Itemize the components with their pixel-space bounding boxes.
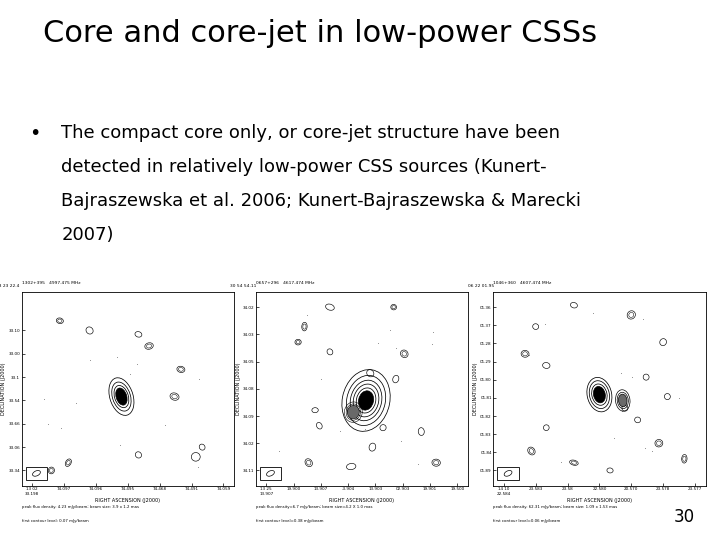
Y-axis label: DECLINATION (J2000): DECLINATION (J2000) bbox=[235, 362, 240, 415]
Point bbox=[427, 327, 438, 336]
Ellipse shape bbox=[359, 391, 374, 410]
Point bbox=[273, 447, 284, 456]
Text: Core and core-jet in low-power CSSs: Core and core-jet in low-power CSSs bbox=[43, 19, 598, 48]
Point bbox=[112, 353, 123, 362]
Point bbox=[616, 407, 628, 415]
Point bbox=[554, 458, 566, 467]
Point bbox=[55, 424, 67, 433]
Text: 2007): 2007) bbox=[61, 226, 114, 244]
Y-axis label: DECLINATION (J2000): DECLINATION (J2000) bbox=[473, 362, 478, 415]
Point bbox=[646, 447, 657, 456]
Point bbox=[159, 421, 171, 429]
FancyBboxPatch shape bbox=[498, 467, 518, 480]
Text: 1302+395   4997.475 MHz: 1302+395 4997.475 MHz bbox=[22, 281, 80, 285]
Point bbox=[124, 370, 135, 379]
Point bbox=[413, 460, 424, 469]
Ellipse shape bbox=[593, 387, 606, 403]
Point bbox=[395, 437, 407, 445]
Text: 0657+296   4617.474 MHz: 0657+296 4617.474 MHz bbox=[256, 281, 314, 285]
Point bbox=[114, 441, 126, 449]
Point bbox=[673, 394, 685, 402]
Point bbox=[42, 420, 53, 428]
Point bbox=[608, 434, 620, 443]
Point bbox=[131, 360, 143, 369]
Point bbox=[523, 351, 534, 360]
Ellipse shape bbox=[347, 406, 359, 419]
X-axis label: RIGHT ASCENSION (J2000): RIGHT ASCENSION (J2000) bbox=[95, 498, 161, 503]
Point bbox=[626, 373, 638, 381]
Text: peak flux density: 62.31 mJy/beam; beam size: 1.09 x 1.53 mas: peak flux density: 62.31 mJy/beam; beam … bbox=[493, 505, 618, 509]
Text: first contour level=0.06 mJy/beam: first contour level=0.06 mJy/beam bbox=[493, 519, 561, 523]
Text: The compact core only, or core-jet structure have been: The compact core only, or core-jet struc… bbox=[61, 124, 560, 142]
Point bbox=[426, 340, 438, 348]
Point bbox=[390, 343, 402, 352]
Text: 1046+360   4607.474 MHz: 1046+360 4607.474 MHz bbox=[493, 281, 552, 285]
Text: first contour level=0.38 mJy/beam: first contour level=0.38 mJy/beam bbox=[256, 519, 323, 523]
Point bbox=[38, 394, 50, 403]
Point bbox=[302, 311, 313, 320]
Point bbox=[639, 444, 650, 453]
FancyBboxPatch shape bbox=[260, 467, 281, 480]
Text: detected in relatively low-power CSS sources (Kunert-: detected in relatively low-power CSS sou… bbox=[61, 158, 546, 176]
Text: 33 23 22.4: 33 23 22.4 bbox=[0, 284, 19, 288]
Ellipse shape bbox=[618, 394, 627, 407]
Text: 30: 30 bbox=[674, 509, 695, 526]
Text: •: • bbox=[29, 124, 40, 143]
X-axis label: RIGHT ASCENSION (J2000): RIGHT ASCENSION (J2000) bbox=[329, 498, 395, 503]
X-axis label: RIGHT ASCENSION (J2000): RIGHT ASCENSION (J2000) bbox=[567, 498, 632, 503]
Point bbox=[192, 462, 204, 471]
Text: first contour level: 0.07 mJy/beam: first contour level: 0.07 mJy/beam bbox=[22, 519, 89, 523]
Ellipse shape bbox=[116, 388, 127, 405]
Point bbox=[372, 338, 383, 347]
Text: peak flux density: 4.23 mJy/beam; beam size: 3.9 x 1.2 mas: peak flux density: 4.23 mJy/beam; beam s… bbox=[22, 505, 138, 509]
Point bbox=[334, 427, 346, 436]
Point bbox=[193, 375, 204, 383]
Text: 06 22 01.95: 06 22 01.95 bbox=[468, 284, 494, 288]
Point bbox=[637, 314, 649, 323]
Text: 30 54 54.11: 30 54 54.11 bbox=[230, 284, 256, 288]
Text: Bajraszewska et al. 2006; Kunert-Bajraszewska & Marecki: Bajraszewska et al. 2006; Kunert-Bajrasz… bbox=[61, 192, 581, 210]
Point bbox=[315, 374, 327, 383]
Text: peak flux density=6.7 mJy/beam; beam size=4.2 X 1.0 mas: peak flux density=6.7 mJy/beam; beam siz… bbox=[256, 505, 372, 509]
Point bbox=[615, 369, 626, 377]
Point bbox=[359, 424, 371, 433]
Point bbox=[588, 309, 599, 318]
FancyBboxPatch shape bbox=[26, 467, 47, 480]
Point bbox=[384, 326, 396, 335]
Y-axis label: DECLINATION (J2000): DECLINATION (J2000) bbox=[1, 362, 6, 415]
Point bbox=[539, 320, 550, 328]
Point bbox=[70, 399, 81, 407]
Point bbox=[85, 356, 96, 364]
